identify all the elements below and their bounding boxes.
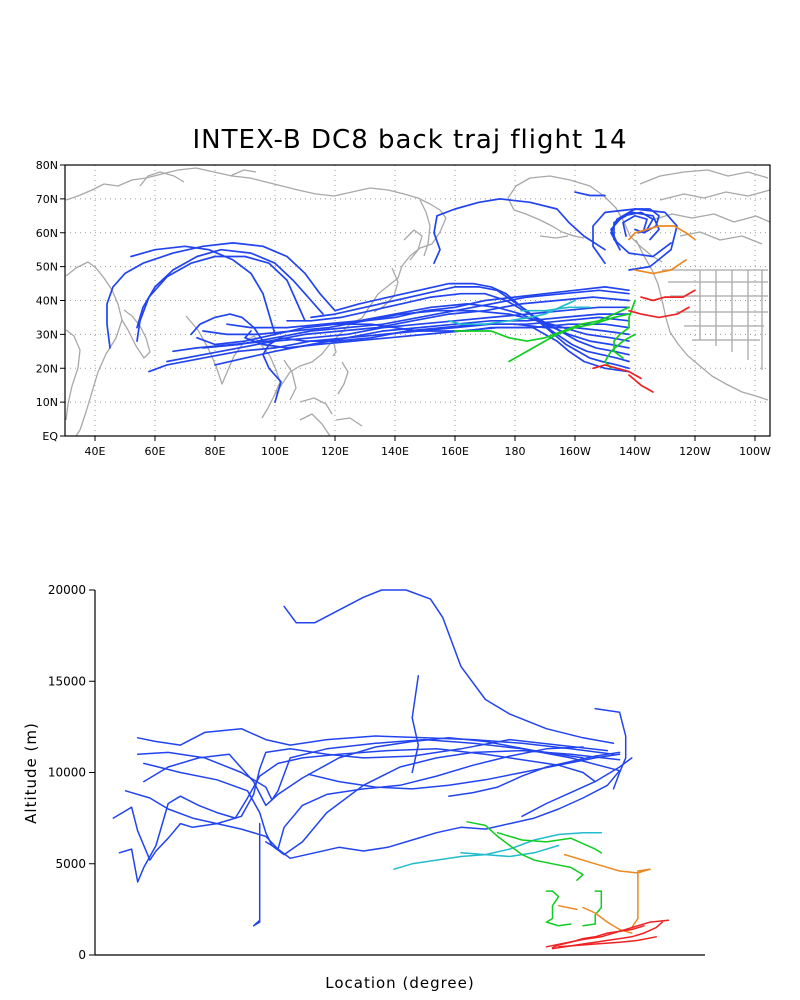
altitude-y-label: Altitude (m) bbox=[22, 722, 40, 824]
map-trajectory-blue bbox=[310, 286, 630, 363]
map-trajectory-blue bbox=[148, 313, 630, 373]
altitude-trajectory-cyan bbox=[393, 831, 603, 870]
map-y-tick-label: 50N bbox=[36, 261, 58, 274]
map-trajectory-blue bbox=[244, 323, 630, 349]
map-x-tick-label: 160W bbox=[559, 445, 591, 458]
altitude-y-tick-label: 5000 bbox=[55, 857, 86, 871]
map-trajectory-green bbox=[508, 313, 630, 363]
map-trajectory-red bbox=[628, 374, 654, 393]
map-trajectory-blue bbox=[130, 245, 276, 336]
altitude-y-tick-label: 10000 bbox=[48, 766, 86, 780]
map-x-tick-label: 40E bbox=[85, 445, 106, 458]
altitude-trajectory-blue bbox=[307, 753, 621, 790]
altitude-trajectory-green bbox=[582, 890, 603, 927]
altitude-trajectory-blue bbox=[521, 757, 633, 818]
map-trajectory-green bbox=[454, 306, 630, 342]
map-x-tick-label: 80E bbox=[205, 445, 226, 458]
altitude-trajectory-green bbox=[496, 831, 603, 854]
map-trajectory-blue bbox=[106, 242, 336, 349]
map-trajectory-blue bbox=[136, 248, 324, 329]
map-y-tick-label: EQ bbox=[42, 430, 58, 443]
map-trajectory-green bbox=[604, 333, 636, 370]
map-trajectory-cyan bbox=[520, 306, 591, 312]
map-y-tick-label: 30N bbox=[36, 328, 58, 341]
altitude-trajectory-blue bbox=[124, 746, 584, 850]
map-trajectory-red bbox=[640, 289, 696, 302]
altitude-y-tick-label: 20000 bbox=[48, 583, 86, 597]
altitude-y-tick-labels: 0 5000 10000 15000 20000 bbox=[48, 583, 95, 962]
map-x-tick-label: 160E bbox=[441, 445, 469, 458]
map-trajectory-blue bbox=[226, 303, 630, 349]
map-x-tick-label: 140W bbox=[619, 445, 651, 458]
altitude-trajectory-blue bbox=[252, 822, 261, 927]
altitude-trajectory-blue bbox=[118, 748, 596, 883]
altitude-trajectory-blue bbox=[143, 749, 621, 856]
altitude-trajectory-blue bbox=[143, 737, 584, 807]
altitude-trajectory-green bbox=[466, 821, 584, 881]
altitude-y-tick-label: 15000 bbox=[48, 674, 86, 688]
map-y-tick-label: 10N bbox=[36, 396, 58, 409]
altitude-trajectory-orange bbox=[563, 853, 651, 929]
altitude-y-tick-label: 0 bbox=[78, 948, 86, 962]
map-trajectories bbox=[106, 191, 696, 403]
map-trajectory-blue bbox=[202, 289, 630, 349]
map-y-tick-label: 80N bbox=[36, 159, 58, 172]
map-trajectory-blue bbox=[202, 309, 630, 342]
altitude-trajectory-blue bbox=[283, 589, 615, 745]
map-trajectory-orange bbox=[628, 225, 675, 241]
map-trajectory-orange bbox=[673, 225, 696, 241]
map-trajectory-blue bbox=[613, 211, 672, 258]
map-trajectory-blue bbox=[136, 255, 306, 342]
map-x-tick-label: 120W bbox=[679, 445, 711, 458]
map-trajectory-green bbox=[613, 299, 636, 359]
map-coastlines bbox=[65, 167, 771, 437]
altitude-trajectory-red bbox=[551, 936, 657, 950]
map-y-tick-label: 40N bbox=[36, 295, 58, 308]
map-y-tick-label: 20N bbox=[36, 362, 58, 375]
altitude-trajectory-blue bbox=[448, 751, 621, 797]
map-y-tick-labels: EQ 10N 20N 30N 40N 50N 60N 70N 80N bbox=[36, 159, 65, 443]
altitude-trajectory-blue bbox=[136, 727, 615, 756]
map-y-tick-label: 60N bbox=[36, 227, 58, 240]
map-trajectory-red bbox=[628, 306, 690, 319]
map-trajectory-blue bbox=[286, 292, 630, 356]
map-trajectory-blue bbox=[592, 208, 678, 271]
altitude-trajectories bbox=[112, 589, 670, 950]
altitude-trajectory-blue bbox=[265, 769, 621, 860]
altitude-trajectory-blue bbox=[411, 675, 420, 774]
map-y-tick-label: 70N bbox=[36, 193, 58, 206]
map-trajectory-blue bbox=[334, 282, 630, 370]
map-trajectory-blue bbox=[328, 323, 630, 373]
altitude-trajectory-blue bbox=[112, 738, 609, 861]
map-x-tick-label: 120E bbox=[321, 445, 349, 458]
map-trajectory-blue bbox=[166, 306, 630, 363]
map-x-tick-label: 100W bbox=[739, 445, 771, 458]
chart-title: INTEX-B DC8 back traj flight 14 bbox=[193, 125, 628, 155]
altitude-trajectory-green bbox=[545, 890, 572, 927]
map-trajectory-blue bbox=[622, 214, 648, 237]
altitude-trajectory-blue bbox=[136, 738, 621, 801]
map-trajectory-blue bbox=[172, 296, 630, 353]
map-trajectory-blue bbox=[433, 198, 606, 265]
map-x-tick-label: 60E bbox=[145, 445, 166, 458]
map-trajectory-orange bbox=[634, 259, 687, 275]
map-trajectory-blue bbox=[190, 313, 264, 342]
map-trajectory-blue bbox=[574, 191, 606, 197]
map-x-tick-label: 180 bbox=[505, 445, 526, 458]
map-x-tick-labels: 40E 60E 80E 100E 120E 140E 160E 180 160W 140W 120W… bbox=[85, 436, 771, 458]
altitude-trajectory-red bbox=[545, 925, 645, 948]
altitude-x-label: Location (degree) bbox=[325, 974, 474, 992]
map-x-tick-label: 140E bbox=[381, 445, 409, 458]
altitude-trajectory-cyan bbox=[460, 844, 560, 858]
altitude-trajectory-blue bbox=[594, 707, 627, 790]
map-trajectory-red bbox=[592, 364, 642, 380]
altitude-trajectory-orange bbox=[557, 904, 578, 911]
map-x-tick-label: 100E bbox=[261, 445, 289, 458]
